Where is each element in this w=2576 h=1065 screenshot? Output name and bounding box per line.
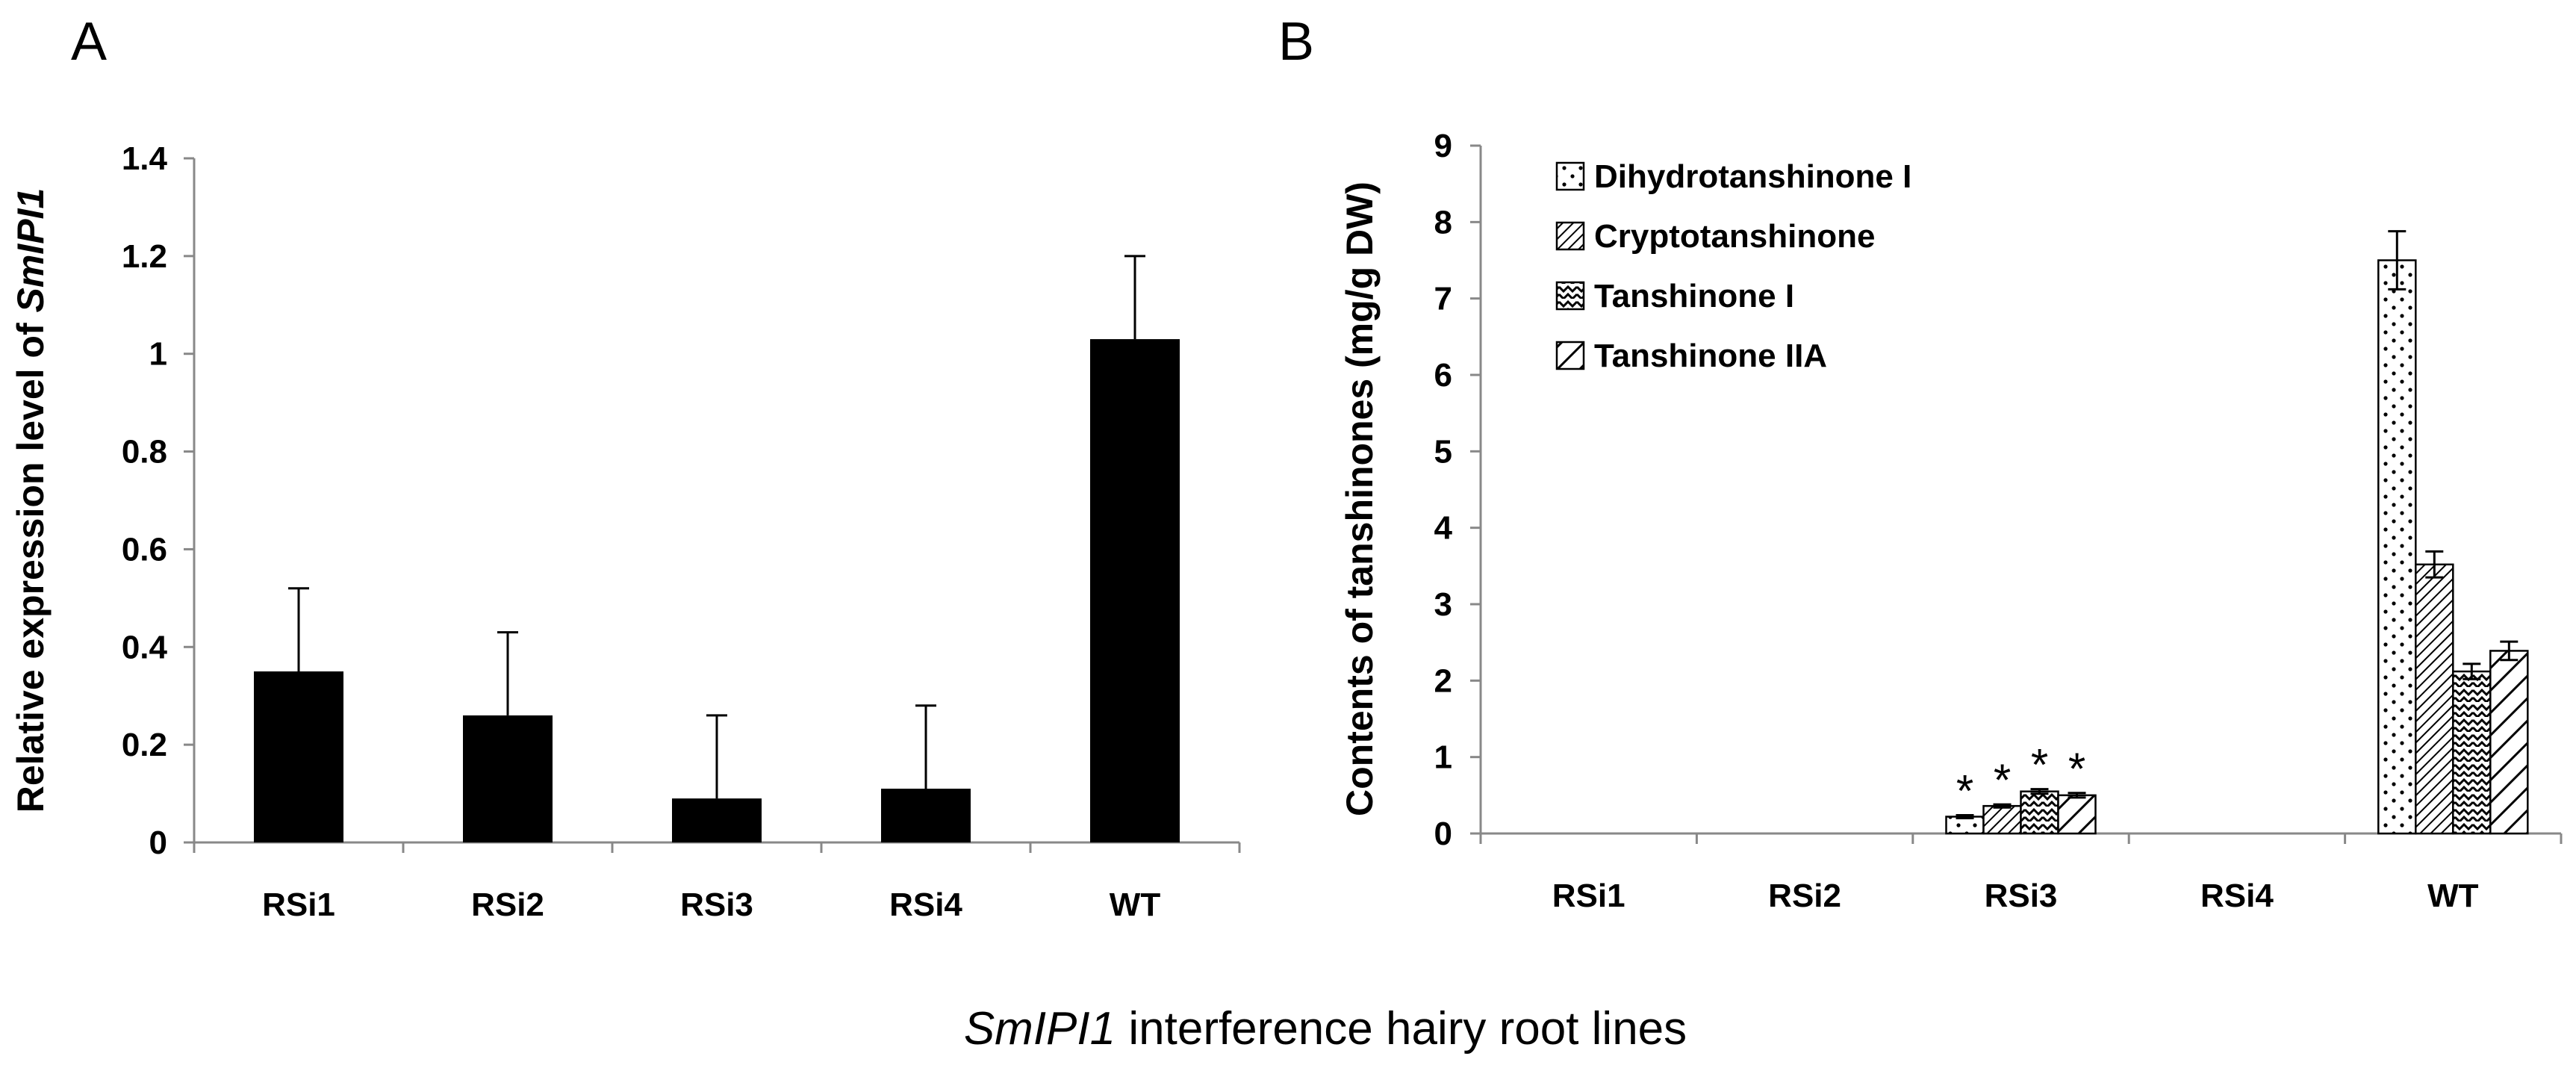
panel-a-y-tick-label: 0.4 (122, 629, 168, 665)
panel-b-bar-rsi3-tanshinone-i (2020, 790, 2059, 835)
panel-b-bar-wt-dihydrotanshinone-i (2377, 259, 2417, 835)
panel-b-y-tick-label: 6 (1434, 357, 1452, 394)
panel-b-bar-wt-tanshinone-iia (2489, 650, 2529, 835)
panel-b-chart: 0 1 2 3 4 5 6 7 8 9 RSi1 RSi2 RSi3 RSi4 WT * * * * (1434, 128, 2563, 914)
panel-b-significance-tanshinone-iia: * (2068, 744, 2085, 794)
panel-a-y-axis-title: Relative expression level of SmIPI1 (10, 188, 52, 813)
legend-label-dihydrotanshinone-i: Dihydrotanshinone I (1594, 158, 1911, 195)
legend-label-tanshinone-i: Tanshinone I (1594, 278, 1794, 314)
panel-a-y-tick-label: 1.2 (122, 238, 167, 275)
figure-caption: SmIPI1 interference hairy root lines (964, 1003, 1687, 1055)
panel-b-bar-wt-cryptotanshinone (2415, 563, 2454, 835)
panel-b-y-tick-label: 2 (1434, 662, 1452, 699)
legend-label-cryptotanshinone: Cryptotanshinone (1594, 218, 1875, 255)
panel-label-a: A (71, 12, 107, 72)
panel-b-bar-rsi3-tanshinone-iia (2057, 794, 2097, 835)
panel-b-bar-rsi3-cryptotanshinone (1982, 804, 2022, 835)
caption-gene: SmIPI1 (964, 1003, 1116, 1055)
panel-a-bar-rsi3 (672, 798, 762, 842)
panel-b-y-tick-label: 8 (1434, 204, 1452, 240)
panel-a-y-axis-title-gene: SmIPI1 (10, 188, 52, 313)
panel-b-category-label-rsi2: RSi2 (1768, 878, 1841, 914)
panel-b-significance-dihydrotanshinone-i: * (1956, 766, 1973, 816)
panel-a-y-tick-label: 0.6 (122, 531, 167, 568)
panel-label-b: B (1278, 12, 1314, 72)
panel-b-y-tick-label: 4 (1434, 510, 1453, 547)
panel-a-bar-rsi4 (881, 789, 971, 842)
panel-b-y-tick-label: 1 (1434, 739, 1452, 776)
panel-b-y-tick-label: 7 (1434, 281, 1452, 317)
panel-a-y-tick-label: 1.4 (122, 140, 168, 177)
panel-a-bar-wt (1090, 339, 1180, 843)
legend-swatch-cryptotanshinone (1555, 221, 1585, 251)
panel-a-category-label-rsi2: RSi2 (471, 887, 544, 923)
panel-a-y-axis-title-prefix: Relative expression level of (10, 312, 52, 813)
panel-a-y-tick-label: 0.8 (122, 434, 167, 471)
panel-a-category-label-rsi1: RSi1 (262, 887, 335, 923)
panel-a-category-label-wt: WT (1110, 887, 1161, 923)
legend-swatch-dihydrotanshinone-i (1555, 161, 1585, 191)
panel-b-category-label-rsi1: RSi1 (1552, 878, 1625, 914)
panel-b-y-axis-title: Contents of tanshinones (mg/g DW) (1339, 181, 1381, 816)
panel-b-category-label-rsi3: RSi3 (1985, 878, 2058, 914)
panel-a-category-label-rsi4: RSi4 (889, 887, 962, 923)
panel-a-chart: 0 0.2 0.4 0.6 0.8 1 1.2 1.4 RSi1 RSi2 RSi3 RSi4 WT (122, 140, 1241, 923)
panel-a-bar-rsi1 (254, 671, 343, 842)
panel-a-y-tick-label: 1 (149, 336, 167, 373)
panel-a-category-label-rsi3: RSi3 (680, 887, 753, 923)
panel-a-y-tick-label: 0.2 (122, 727, 167, 763)
panel-a-bar-rsi2 (463, 715, 553, 842)
panel-b-bar-wt-tanshinone-i (2452, 670, 2492, 835)
panel-a-y-tick-label: 0 (149, 825, 167, 861)
panel-b-category-label-rsi4: RSi4 (2200, 878, 2274, 914)
legend-label-tanshinone-iia: Tanshinone IIA (1594, 338, 1827, 374)
panel-b-legend: Dihydrotanshinone I Cryptotanshinone Tansh… (1555, 158, 1911, 374)
legend-swatch-tanshinone-i (1555, 281, 1585, 311)
caption-rest: interference hairy root lines (1116, 1003, 1687, 1055)
panel-b-significance-tanshinone-i: * (2031, 740, 2048, 790)
panel-b-y-tick-label: 5 (1434, 433, 1452, 470)
panel-b-category-label-wt: WT (2427, 878, 2479, 914)
panel-b-y-tick-label: 0 (1434, 816, 1452, 852)
panel-b-y-tick-label: 9 (1434, 128, 1452, 164)
panel-b-y-tick-label: 3 (1434, 586, 1452, 623)
legend-swatch-tanshinone-iia (1555, 341, 1585, 370)
panel-b-significance-cryptotanshinone: * (1994, 755, 2011, 805)
